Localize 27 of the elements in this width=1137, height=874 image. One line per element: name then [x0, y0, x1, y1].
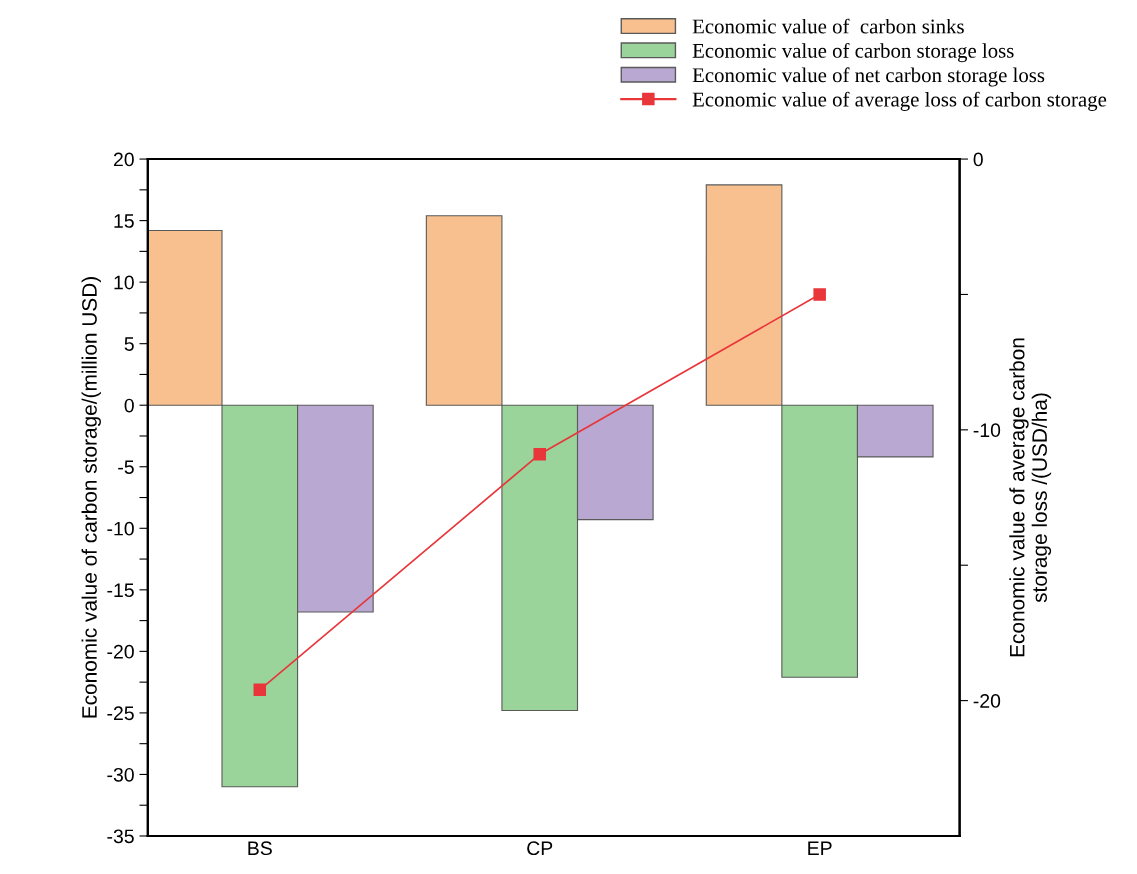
x-tick-label: EP: [808, 841, 832, 855]
y2-tick-label: -10: [973, 423, 1001, 438]
y-tick-label: -30: [107, 767, 134, 782]
legend-label: Economic value of carbon sinks: [692, 18, 964, 34]
y-tick-label: 10: [114, 275, 134, 290]
y-tick-label: 0: [124, 398, 134, 413]
y-tick-label: 20: [113, 152, 134, 167]
y-tick-label: 5: [124, 337, 134, 351]
point: [813, 288, 826, 301]
y-tick-label: -35: [107, 829, 134, 844]
legend-label: Economic value of net carbon storage loss: [692, 67, 1045, 87]
y2-tick-label: 0: [973, 152, 983, 167]
y-tick-label: 15: [114, 214, 134, 228]
legend-label: Economic value of carbon storage loss: [692, 42, 1014, 63]
y-axis-title: Economic value of carbon storage/(million USD): [81, 277, 101, 718]
y-tick-label: -5: [118, 460, 134, 474]
legend-label: Economic value of average loss of carbon storage: [692, 91, 1107, 111]
y-tick-label: -20: [107, 644, 134, 659]
y2-axis-title: Economic value of average carbon storage loss /(USD/ha): [1009, 338, 1052, 657]
y-tick-label: -15: [107, 583, 134, 598]
y-tick-label: -25: [107, 706, 134, 721]
point: [253, 683, 267, 697]
point: [533, 447, 546, 461]
y-tick-label: -10: [107, 521, 134, 536]
x-tick-label: CP: [527, 841, 553, 856]
y2-tick-label: -20: [973, 694, 1001, 708]
x-tick-label: BS: [248, 841, 272, 856]
